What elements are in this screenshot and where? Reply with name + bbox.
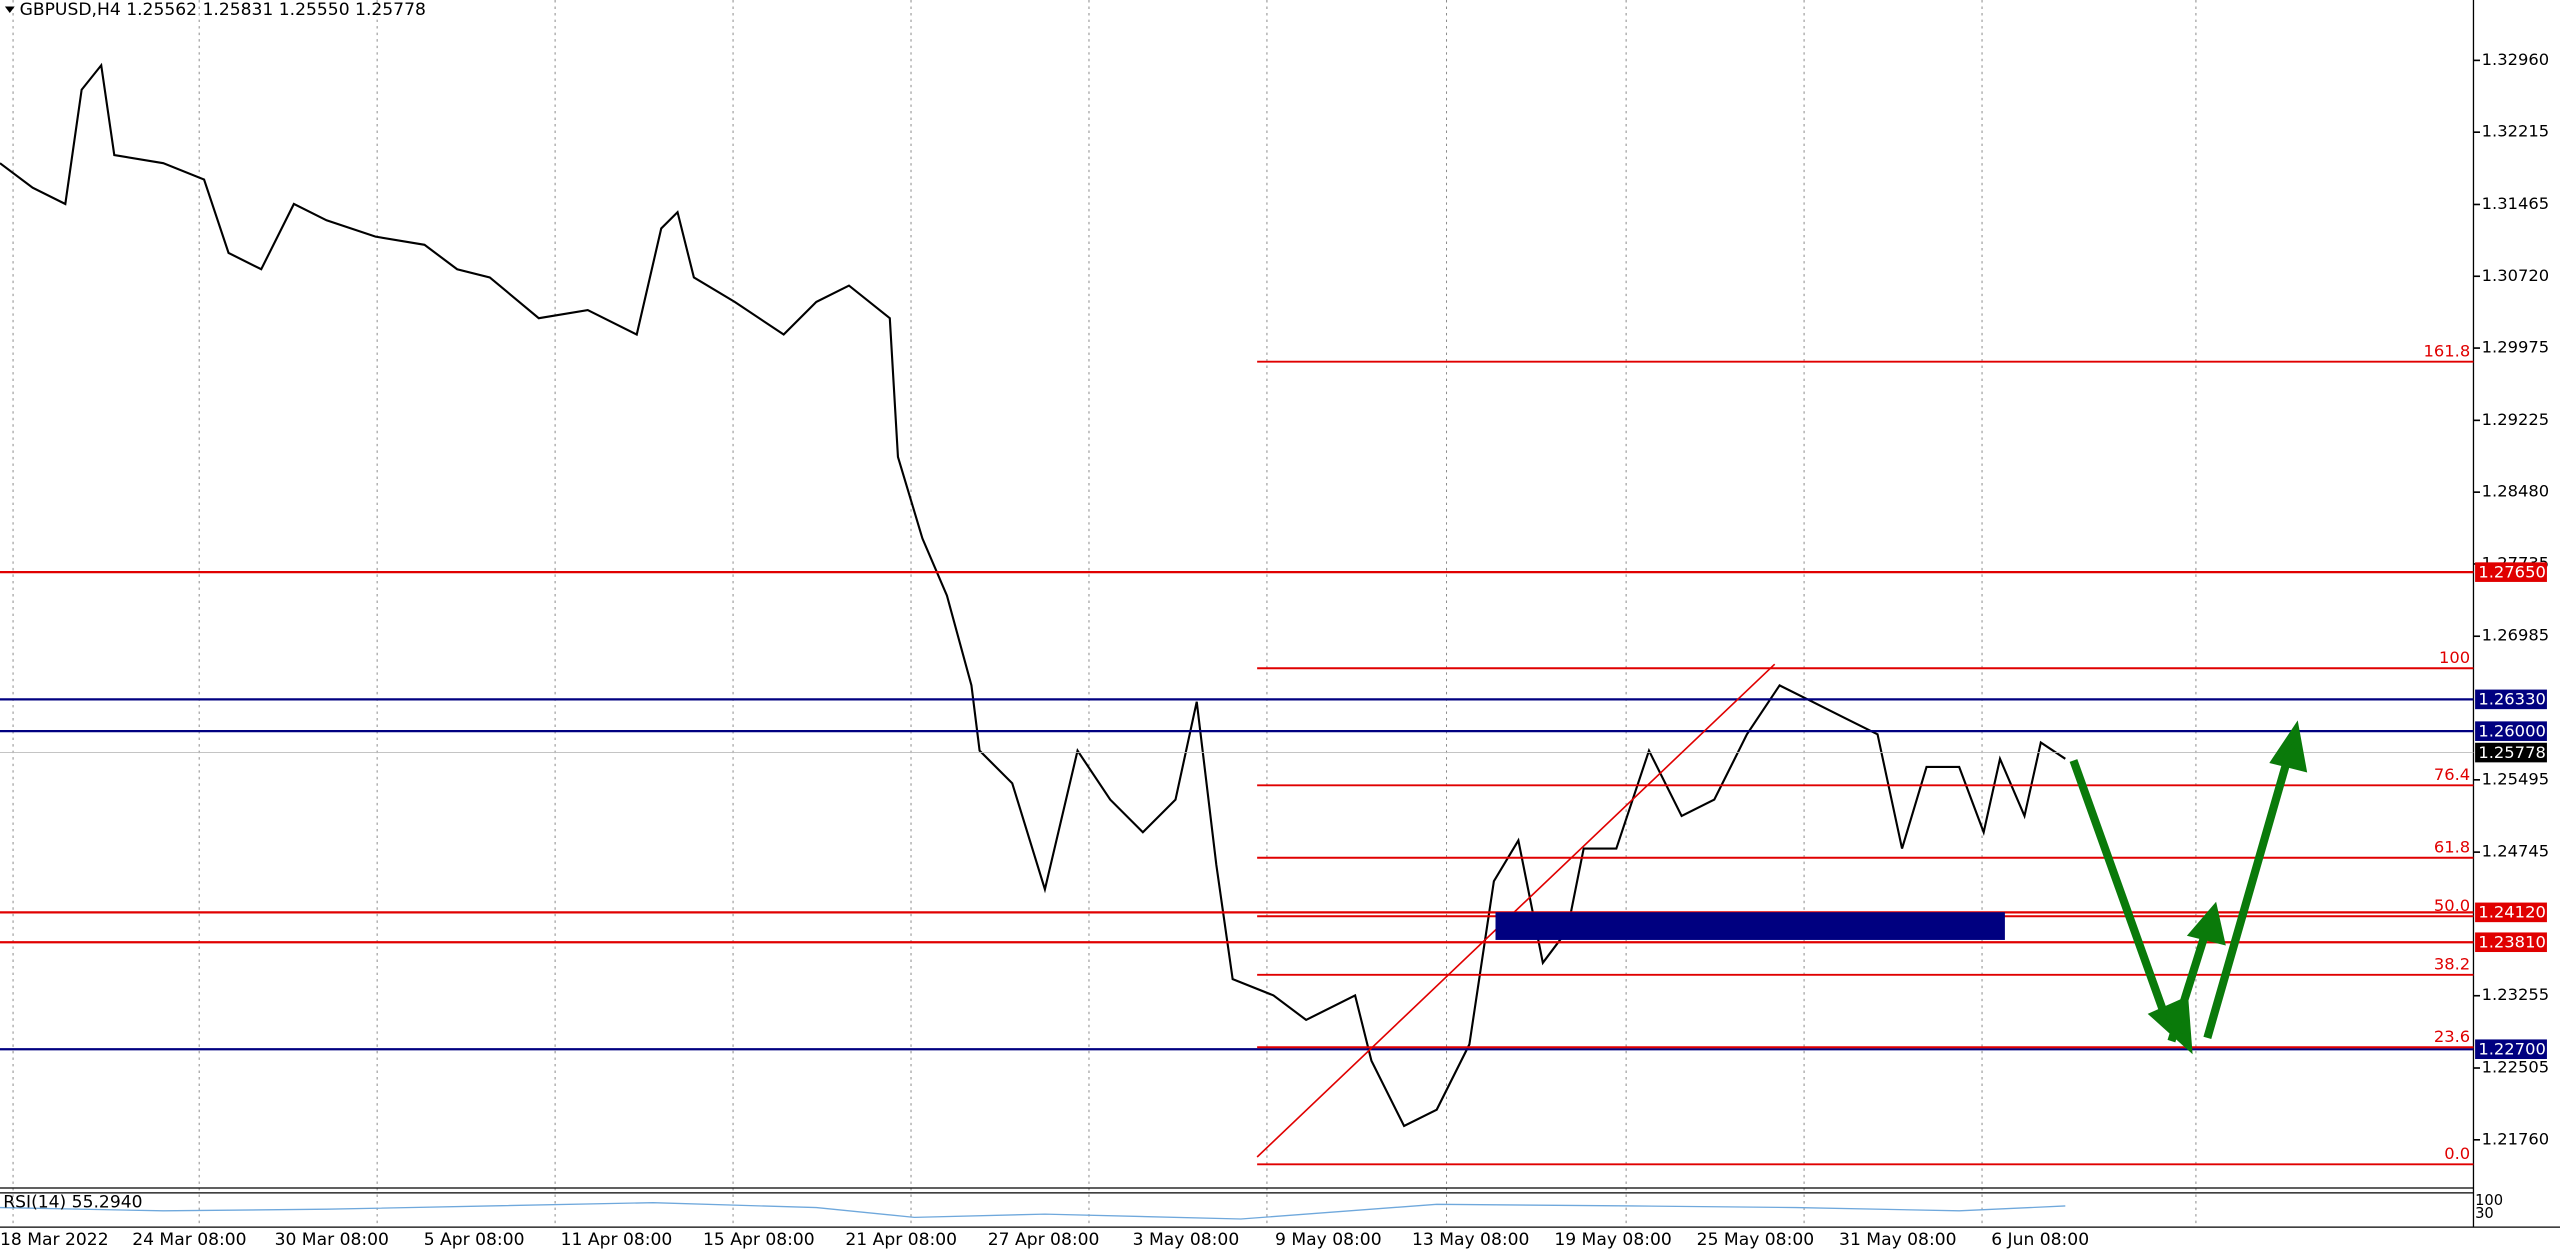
fib-trendline — [1256, 663, 1776, 1158]
price-tick-label: 1.29975 — [2482, 338, 2549, 357]
rsi-axis-label: 30 — [2475, 1205, 2494, 1222]
date-label: 19 May 08:00 — [1554, 1230, 1671, 1250]
price-tick-label: 1.22505 — [2482, 1058, 2549, 1077]
date-label: 9 May 08:00 — [1275, 1230, 1382, 1250]
date-label: 25 May 08:00 — [1697, 1230, 1814, 1250]
price-tick-label: 1.25495 — [2482, 769, 2549, 788]
arrow-head — [2186, 901, 2226, 946]
level-price-box — [2475, 932, 2547, 953]
date-label: 18 Mar 2022 — [0, 1230, 109, 1250]
fib-label: 0.0 — [2444, 1144, 2470, 1163]
price-tick-label: 1.26985 — [2482, 626, 2549, 645]
price-axis: 1.32960 1.32215 1.31465 1.30720 1.29975 1.292… — [2473, 50, 2549, 1148]
time-grid — [12, 0, 2197, 1228]
price-tick-label: 1.31465 — [2482, 194, 2549, 213]
level-price-box — [2475, 902, 2547, 923]
price-tick-label: 1.32215 — [2482, 122, 2549, 141]
arrow — [2167, 925, 2212, 1043]
rsi-label: RSI(14) 55.2940 — [3, 1193, 142, 1213]
level-price-box — [2475, 562, 2547, 582]
forecast-arrows — [2069, 720, 2308, 1055]
level-price-box — [2475, 742, 2547, 763]
date-label: 27 Apr 08:00 — [988, 1230, 1100, 1250]
price-tick-label: 1.30720 — [2482, 266, 2549, 285]
price-tick-label: 1.23255 — [2482, 985, 2549, 1004]
rsi-line — [0, 1202, 2066, 1220]
price-tick-label: 1.29225 — [2482, 410, 2549, 429]
demand-zone — [1495, 912, 2005, 940]
level-price-box — [2475, 721, 2547, 741]
level-price-label: 1.24120 — [2478, 903, 2545, 922]
level-price-label: 1.22700 — [2478, 1040, 2545, 1059]
date-label: 6 Jun 08:00 — [1991, 1230, 2089, 1250]
date-label: 5 Apr 08:00 — [424, 1230, 525, 1250]
arrow — [2069, 759, 2173, 1027]
symbol-header: GBPUSD,H4 1.25562 1.25831 1.25550 1.2577… — [20, 0, 426, 20]
date-label: 21 Apr 08:00 — [845, 1230, 957, 1250]
price-tick-label: 1.21760 — [2482, 1129, 2549, 1148]
level-price-label: 1.23810 — [2478, 933, 2545, 952]
date-label: 30 Mar 08:00 — [275, 1230, 389, 1250]
menu-icon[interactable] — [4, 6, 15, 14]
level-price-box — [2475, 689, 2547, 710]
fib-label: 100 — [2439, 648, 2470, 667]
level-price-label: 1.27650 — [2478, 562, 2545, 581]
date-label: 31 May 08:00 — [1839, 1230, 1956, 1250]
fib-label: 50.0 — [2434, 896, 2470, 915]
level-price-box — [2475, 1039, 2547, 1060]
fib-label: 76.4 — [2434, 765, 2470, 784]
price-tick-label: 1.32960 — [2482, 50, 2549, 69]
fib-label: 61.8 — [2434, 837, 2470, 856]
levels: 0.0 23.6 38.2 50.0 61.8 76.4 100 161.8 — [0, 341, 2474, 1166]
fib-label: 38.2 — [2434, 955, 2470, 974]
level-price-label: 1.26330 — [2478, 690, 2545, 709]
price-tick-label: 1.28480 — [2482, 482, 2549, 501]
arrow-head — [2269, 720, 2308, 773]
fib-label: 23.6 — [2434, 1027, 2470, 1046]
date-label: 11 Apr 08:00 — [561, 1230, 673, 1250]
date-label: 15 Apr 08:00 — [703, 1230, 815, 1250]
date-label: 24 Mar 08:00 — [132, 1230, 246, 1250]
date-label: 3 May 08:00 — [1133, 1230, 1240, 1250]
arrow — [2203, 752, 2293, 1039]
price-tick-label: 1.24745 — [2482, 842, 2549, 861]
date-label: 13 May 08:00 — [1412, 1230, 1529, 1250]
fib-label: 161.8 — [2423, 341, 2470, 360]
rsi-axis-label: 100 — [2475, 1192, 2503, 1209]
level-price-label: 1.26000 — [2478, 721, 2545, 740]
price-path — [0, 62, 2066, 1128]
level-price-label: 1.25778 — [2478, 743, 2545, 762]
